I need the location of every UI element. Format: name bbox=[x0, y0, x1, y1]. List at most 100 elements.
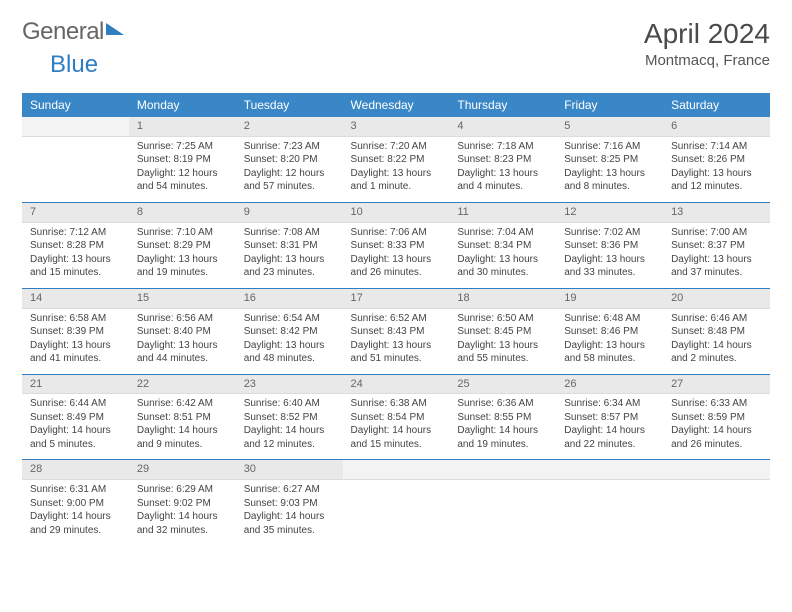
day-number bbox=[22, 117, 129, 136]
logo: General bbox=[22, 18, 124, 46]
day-info: Sunrise: 6:40 AMSunset: 8:52 PMDaylight:… bbox=[236, 394, 343, 460]
day-info: Sunrise: 7:04 AMSunset: 8:34 PMDaylight:… bbox=[449, 222, 556, 288]
day-daylight2: and 33 minutes. bbox=[564, 266, 655, 280]
day-number: 24 bbox=[343, 374, 450, 394]
day-info: Sunrise: 7:12 AMSunset: 8:28 PMDaylight:… bbox=[22, 222, 129, 288]
day-sunrise: Sunrise: 6:40 AM bbox=[244, 397, 335, 411]
day-number: 4 bbox=[449, 117, 556, 136]
day-sunset: Sunset: 9:00 PM bbox=[30, 497, 121, 511]
day-daylight2: and 41 minutes. bbox=[30, 352, 121, 366]
day-info bbox=[449, 480, 556, 546]
day-number bbox=[663, 460, 770, 480]
day-info: Sunrise: 6:36 AMSunset: 8:55 PMDaylight:… bbox=[449, 394, 556, 460]
day-daylight1: Daylight: 14 hours bbox=[30, 424, 121, 438]
day-sunset: Sunset: 8:55 PM bbox=[457, 411, 548, 425]
day-number: 28 bbox=[22, 460, 129, 480]
day-number: 3 bbox=[343, 117, 450, 136]
day-sunrise: Sunrise: 7:08 AM bbox=[244, 226, 335, 240]
day-daylight1: Daylight: 13 hours bbox=[671, 167, 762, 181]
calendar-head: SundayMondayTuesdayWednesdayThursdayFrid… bbox=[22, 93, 770, 117]
day-number: 17 bbox=[343, 288, 450, 308]
day-number: 2 bbox=[236, 117, 343, 136]
day-daylight2: and 51 minutes. bbox=[351, 352, 442, 366]
day-sunset: Sunset: 8:59 PM bbox=[671, 411, 762, 425]
day-number: 13 bbox=[663, 202, 770, 222]
day-daylight2: and 22 minutes. bbox=[564, 438, 655, 452]
day-daylight2: and 4 minutes. bbox=[457, 180, 548, 194]
day-sunset: Sunset: 8:39 PM bbox=[30, 325, 121, 339]
day-sunrise: Sunrise: 6:52 AM bbox=[351, 312, 442, 326]
day-sunset: Sunset: 8:25 PM bbox=[564, 153, 655, 167]
day-sunrise: Sunrise: 7:02 AM bbox=[564, 226, 655, 240]
day-info bbox=[22, 136, 129, 202]
day-sunset: Sunset: 8:51 PM bbox=[137, 411, 228, 425]
day-number: 10 bbox=[343, 202, 450, 222]
calendar-table: SundayMondayTuesdayWednesdayThursdayFrid… bbox=[22, 93, 770, 545]
day-daylight2: and 35 minutes. bbox=[244, 524, 335, 538]
day-daylight1: Daylight: 13 hours bbox=[457, 167, 548, 181]
day-sunrise: Sunrise: 6:38 AM bbox=[351, 397, 442, 411]
day-daylight2: and 15 minutes. bbox=[351, 438, 442, 452]
day-sunset: Sunset: 8:23 PM bbox=[457, 153, 548, 167]
day-number: 9 bbox=[236, 202, 343, 222]
day-daylight2: and 12 minutes. bbox=[671, 180, 762, 194]
day-daylight1: Daylight: 13 hours bbox=[564, 339, 655, 353]
day-info: Sunrise: 7:14 AMSunset: 8:26 PMDaylight:… bbox=[663, 136, 770, 202]
day-info: Sunrise: 6:52 AMSunset: 8:43 PMDaylight:… bbox=[343, 308, 450, 374]
day-sunrise: Sunrise: 6:31 AM bbox=[30, 483, 121, 497]
day-info bbox=[343, 480, 450, 546]
weekday-header: Thursday bbox=[449, 93, 556, 117]
day-number bbox=[556, 460, 663, 480]
day-number: 5 bbox=[556, 117, 663, 136]
day-sunrise: Sunrise: 7:14 AM bbox=[671, 140, 762, 154]
day-daylight1: Daylight: 14 hours bbox=[351, 424, 442, 438]
day-daylight2: and 44 minutes. bbox=[137, 352, 228, 366]
day-sunset: Sunset: 8:19 PM bbox=[137, 153, 228, 167]
day-daylight2: and 2 minutes. bbox=[671, 352, 762, 366]
day-sunrise: Sunrise: 6:42 AM bbox=[137, 397, 228, 411]
day-daylight1: Daylight: 14 hours bbox=[137, 424, 228, 438]
day-daylight1: Daylight: 13 hours bbox=[351, 167, 442, 181]
day-daylight2: and 30 minutes. bbox=[457, 266, 548, 280]
day-number: 19 bbox=[556, 288, 663, 308]
day-info: Sunrise: 6:54 AMSunset: 8:42 PMDaylight:… bbox=[236, 308, 343, 374]
day-number: 25 bbox=[449, 374, 556, 394]
day-number: 6 bbox=[663, 117, 770, 136]
day-daylight1: Daylight: 14 hours bbox=[564, 424, 655, 438]
day-daylight1: Daylight: 14 hours bbox=[671, 339, 762, 353]
day-daylight2: and 55 minutes. bbox=[457, 352, 548, 366]
day-daylight1: Daylight: 14 hours bbox=[244, 510, 335, 524]
day-daylight2: and 15 minutes. bbox=[30, 266, 121, 280]
day-sunset: Sunset: 8:36 PM bbox=[564, 239, 655, 253]
month-title: April 2024 bbox=[644, 18, 770, 50]
weekday-header: Friday bbox=[556, 93, 663, 117]
day-daylight1: Daylight: 12 hours bbox=[244, 167, 335, 181]
day-sunset: Sunset: 8:34 PM bbox=[457, 239, 548, 253]
calendar-body: 123456 Sunrise: 7:25 AMSunset: 8:19 PMDa… bbox=[22, 117, 770, 545]
day-info: Sunrise: 6:56 AMSunset: 8:40 PMDaylight:… bbox=[129, 308, 236, 374]
day-sunrise: Sunrise: 6:33 AM bbox=[671, 397, 762, 411]
day-sunrise: Sunrise: 6:56 AM bbox=[137, 312, 228, 326]
day-sunrise: Sunrise: 6:58 AM bbox=[30, 312, 121, 326]
day-sunset: Sunset: 9:03 PM bbox=[244, 497, 335, 511]
day-sunset: Sunset: 8:49 PM bbox=[30, 411, 121, 425]
day-daylight2: and 26 minutes. bbox=[351, 266, 442, 280]
day-daylight2: and 58 minutes. bbox=[564, 352, 655, 366]
weekday-header: Sunday bbox=[22, 93, 129, 117]
day-daylight1: Daylight: 13 hours bbox=[564, 167, 655, 181]
day-info: Sunrise: 6:38 AMSunset: 8:54 PMDaylight:… bbox=[343, 394, 450, 460]
day-sunset: Sunset: 8:48 PM bbox=[671, 325, 762, 339]
day-info: Sunrise: 6:34 AMSunset: 8:57 PMDaylight:… bbox=[556, 394, 663, 460]
day-daylight2: and 1 minute. bbox=[351, 180, 442, 194]
day-daylight2: and 19 minutes. bbox=[457, 438, 548, 452]
day-daylight2: and 26 minutes. bbox=[671, 438, 762, 452]
day-sunrise: Sunrise: 6:54 AM bbox=[244, 312, 335, 326]
day-daylight2: and 9 minutes. bbox=[137, 438, 228, 452]
day-daylight2: and 48 minutes. bbox=[244, 352, 335, 366]
day-number: 27 bbox=[663, 374, 770, 394]
day-sunrise: Sunrise: 6:27 AM bbox=[244, 483, 335, 497]
day-daylight1: Daylight: 14 hours bbox=[244, 424, 335, 438]
day-info: Sunrise: 7:02 AMSunset: 8:36 PMDaylight:… bbox=[556, 222, 663, 288]
day-number: 21 bbox=[22, 374, 129, 394]
day-info: Sunrise: 6:42 AMSunset: 8:51 PMDaylight:… bbox=[129, 394, 236, 460]
